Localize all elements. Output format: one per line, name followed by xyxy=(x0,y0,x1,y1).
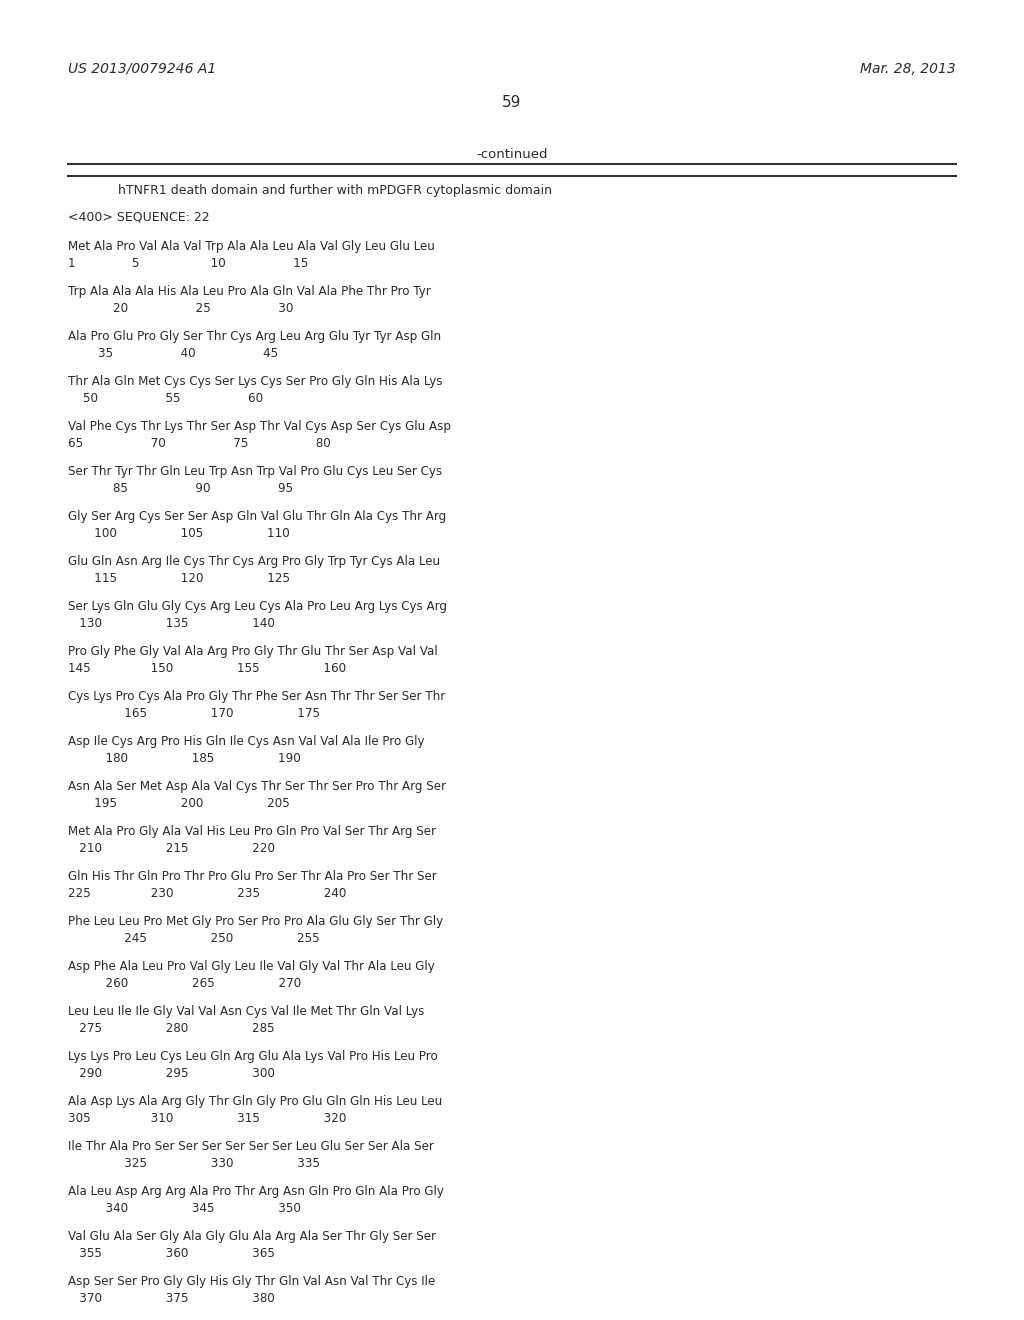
Text: 115                 120                 125: 115 120 125 xyxy=(68,572,290,585)
Text: 145                150                 155                 160: 145 150 155 160 xyxy=(68,663,346,675)
Text: 195                 200                 205: 195 200 205 xyxy=(68,797,290,810)
Text: 20                  25                  30: 20 25 30 xyxy=(68,302,293,315)
Text: Ala Leu Asp Arg Arg Ala Pro Thr Arg Asn Gln Pro Gln Ala Pro Gly: Ala Leu Asp Arg Arg Ala Pro Thr Arg Asn … xyxy=(68,1185,443,1199)
Text: 225                230                 235                 240: 225 230 235 240 xyxy=(68,887,346,900)
Text: Ala Asp Lys Ala Arg Gly Thr Gln Gly Pro Glu Gln Gln His Leu Leu: Ala Asp Lys Ala Arg Gly Thr Gln Gly Pro … xyxy=(68,1096,442,1107)
Text: 305                310                 315                 320: 305 310 315 320 xyxy=(68,1111,346,1125)
Text: Ala Pro Glu Pro Gly Ser Thr Cys Arg Leu Arg Glu Tyr Tyr Asp Gln: Ala Pro Glu Pro Gly Ser Thr Cys Arg Leu … xyxy=(68,330,441,343)
Text: 165                 170                 175: 165 170 175 xyxy=(68,708,319,719)
Text: 50                  55                  60: 50 55 60 xyxy=(68,392,263,405)
Text: Val Glu Ala Ser Gly Ala Gly Glu Ala Arg Ala Ser Thr Gly Ser Ser: Val Glu Ala Ser Gly Ala Gly Glu Ala Arg … xyxy=(68,1230,436,1243)
Text: 290                 295                 300: 290 295 300 xyxy=(68,1067,274,1080)
Text: 370                 375                 380: 370 375 380 xyxy=(68,1292,274,1305)
Text: 260                 265                 270: 260 265 270 xyxy=(68,977,301,990)
Text: US 2013/0079246 A1: US 2013/0079246 A1 xyxy=(68,62,216,77)
Text: Met Ala Pro Gly Ala Val His Leu Pro Gln Pro Val Ser Thr Arg Ser: Met Ala Pro Gly Ala Val His Leu Pro Gln … xyxy=(68,825,436,838)
Text: Asn Ala Ser Met Asp Ala Val Cys Thr Ser Thr Ser Pro Thr Arg Ser: Asn Ala Ser Met Asp Ala Val Cys Thr Ser … xyxy=(68,780,446,793)
Text: 100                 105                 110: 100 105 110 xyxy=(68,527,290,540)
Text: Lys Lys Pro Leu Cys Leu Gln Arg Glu Ala Lys Val Pro His Leu Pro: Lys Lys Pro Leu Cys Leu Gln Arg Glu Ala … xyxy=(68,1049,437,1063)
Text: Thr Ala Gln Met Cys Cys Ser Lys Cys Ser Pro Gly Gln His Ala Lys: Thr Ala Gln Met Cys Cys Ser Lys Cys Ser … xyxy=(68,375,442,388)
Text: Ser Lys Gln Glu Gly Cys Arg Leu Cys Ala Pro Leu Arg Lys Cys Arg: Ser Lys Gln Glu Gly Cys Arg Leu Cys Ala … xyxy=(68,601,447,612)
Text: 275                 280                 285: 275 280 285 xyxy=(68,1022,274,1035)
Text: Cys Lys Pro Cys Ala Pro Gly Thr Phe Ser Asn Thr Thr Ser Ser Thr: Cys Lys Pro Cys Ala Pro Gly Thr Phe Ser … xyxy=(68,690,445,704)
Text: 210                 215                 220: 210 215 220 xyxy=(68,842,275,855)
Text: 35                  40                  45: 35 40 45 xyxy=(68,347,279,360)
Text: Gln His Thr Gln Pro Thr Pro Glu Pro Ser Thr Ala Pro Ser Thr Ser: Gln His Thr Gln Pro Thr Pro Glu Pro Ser … xyxy=(68,870,437,883)
Text: Pro Gly Phe Gly Val Ala Arg Pro Gly Thr Glu Thr Ser Asp Val Val: Pro Gly Phe Gly Val Ala Arg Pro Gly Thr … xyxy=(68,645,437,657)
Text: Asp Ser Ser Pro Gly Gly His Gly Thr Gln Val Asn Val Thr Cys Ile: Asp Ser Ser Pro Gly Gly His Gly Thr Gln … xyxy=(68,1275,435,1288)
Text: 65                  70                  75                  80: 65 70 75 80 xyxy=(68,437,331,450)
Text: 180                 185                 190: 180 185 190 xyxy=(68,752,301,766)
Text: Trp Ala Ala Ala His Ala Leu Pro Ala Gln Val Ala Phe Thr Pro Tyr: Trp Ala Ala Ala His Ala Leu Pro Ala Gln … xyxy=(68,285,431,298)
Text: 1               5                   10                  15: 1 5 10 15 xyxy=(68,257,308,271)
Text: Val Phe Cys Thr Lys Thr Ser Asp Thr Val Cys Asp Ser Cys Glu Asp: Val Phe Cys Thr Lys Thr Ser Asp Thr Val … xyxy=(68,420,451,433)
Text: Leu Leu Ile Ile Gly Val Val Asn Cys Val Ile Met Thr Gln Val Lys: Leu Leu Ile Ile Gly Val Val Asn Cys Val … xyxy=(68,1005,424,1018)
Text: 340                 345                 350: 340 345 350 xyxy=(68,1203,301,1214)
Text: 85                  90                  95: 85 90 95 xyxy=(68,482,293,495)
Text: 245                 250                 255: 245 250 255 xyxy=(68,932,319,945)
Text: Ile Thr Ala Pro Ser Ser Ser Ser Ser Ser Leu Glu Ser Ser Ala Ser: Ile Thr Ala Pro Ser Ser Ser Ser Ser Ser … xyxy=(68,1140,434,1152)
Text: Gly Ser Arg Cys Ser Ser Asp Gln Val Glu Thr Gln Ala Cys Thr Arg: Gly Ser Arg Cys Ser Ser Asp Gln Val Glu … xyxy=(68,510,446,523)
Text: Ser Thr Tyr Thr Gln Leu Trp Asn Trp Val Pro Glu Cys Leu Ser Cys: Ser Thr Tyr Thr Gln Leu Trp Asn Trp Val … xyxy=(68,465,442,478)
Text: 130                 135                 140: 130 135 140 xyxy=(68,616,274,630)
Text: Asp Phe Ala Leu Pro Val Gly Leu Ile Val Gly Val Thr Ala Leu Gly: Asp Phe Ala Leu Pro Val Gly Leu Ile Val … xyxy=(68,960,435,973)
Text: Asp Ile Cys Arg Pro His Gln Ile Cys Asn Val Val Ala Ile Pro Gly: Asp Ile Cys Arg Pro His Gln Ile Cys Asn … xyxy=(68,735,425,748)
Text: 325                 330                 335: 325 330 335 xyxy=(68,1158,319,1170)
Text: <400> SEQUENCE: 22: <400> SEQUENCE: 22 xyxy=(68,210,210,223)
Text: Mar. 28, 2013: Mar. 28, 2013 xyxy=(860,62,956,77)
Text: Met Ala Pro Val Ala Val Trp Ala Ala Leu Ala Val Gly Leu Glu Leu: Met Ala Pro Val Ala Val Trp Ala Ala Leu … xyxy=(68,240,435,253)
Text: Glu Gln Asn Arg Ile Cys Thr Cys Arg Pro Gly Trp Tyr Cys Ala Leu: Glu Gln Asn Arg Ile Cys Thr Cys Arg Pro … xyxy=(68,554,440,568)
Text: 59: 59 xyxy=(503,95,521,110)
Text: hTNFR1 death domain and further with mPDGFR cytoplasmic domain: hTNFR1 death domain and further with mPD… xyxy=(118,183,552,197)
Text: 355                 360                 365: 355 360 365 xyxy=(68,1247,274,1261)
Text: Phe Leu Leu Pro Met Gly Pro Ser Pro Pro Ala Glu Gly Ser Thr Gly: Phe Leu Leu Pro Met Gly Pro Ser Pro Pro … xyxy=(68,915,443,928)
Text: -continued: -continued xyxy=(476,148,548,161)
